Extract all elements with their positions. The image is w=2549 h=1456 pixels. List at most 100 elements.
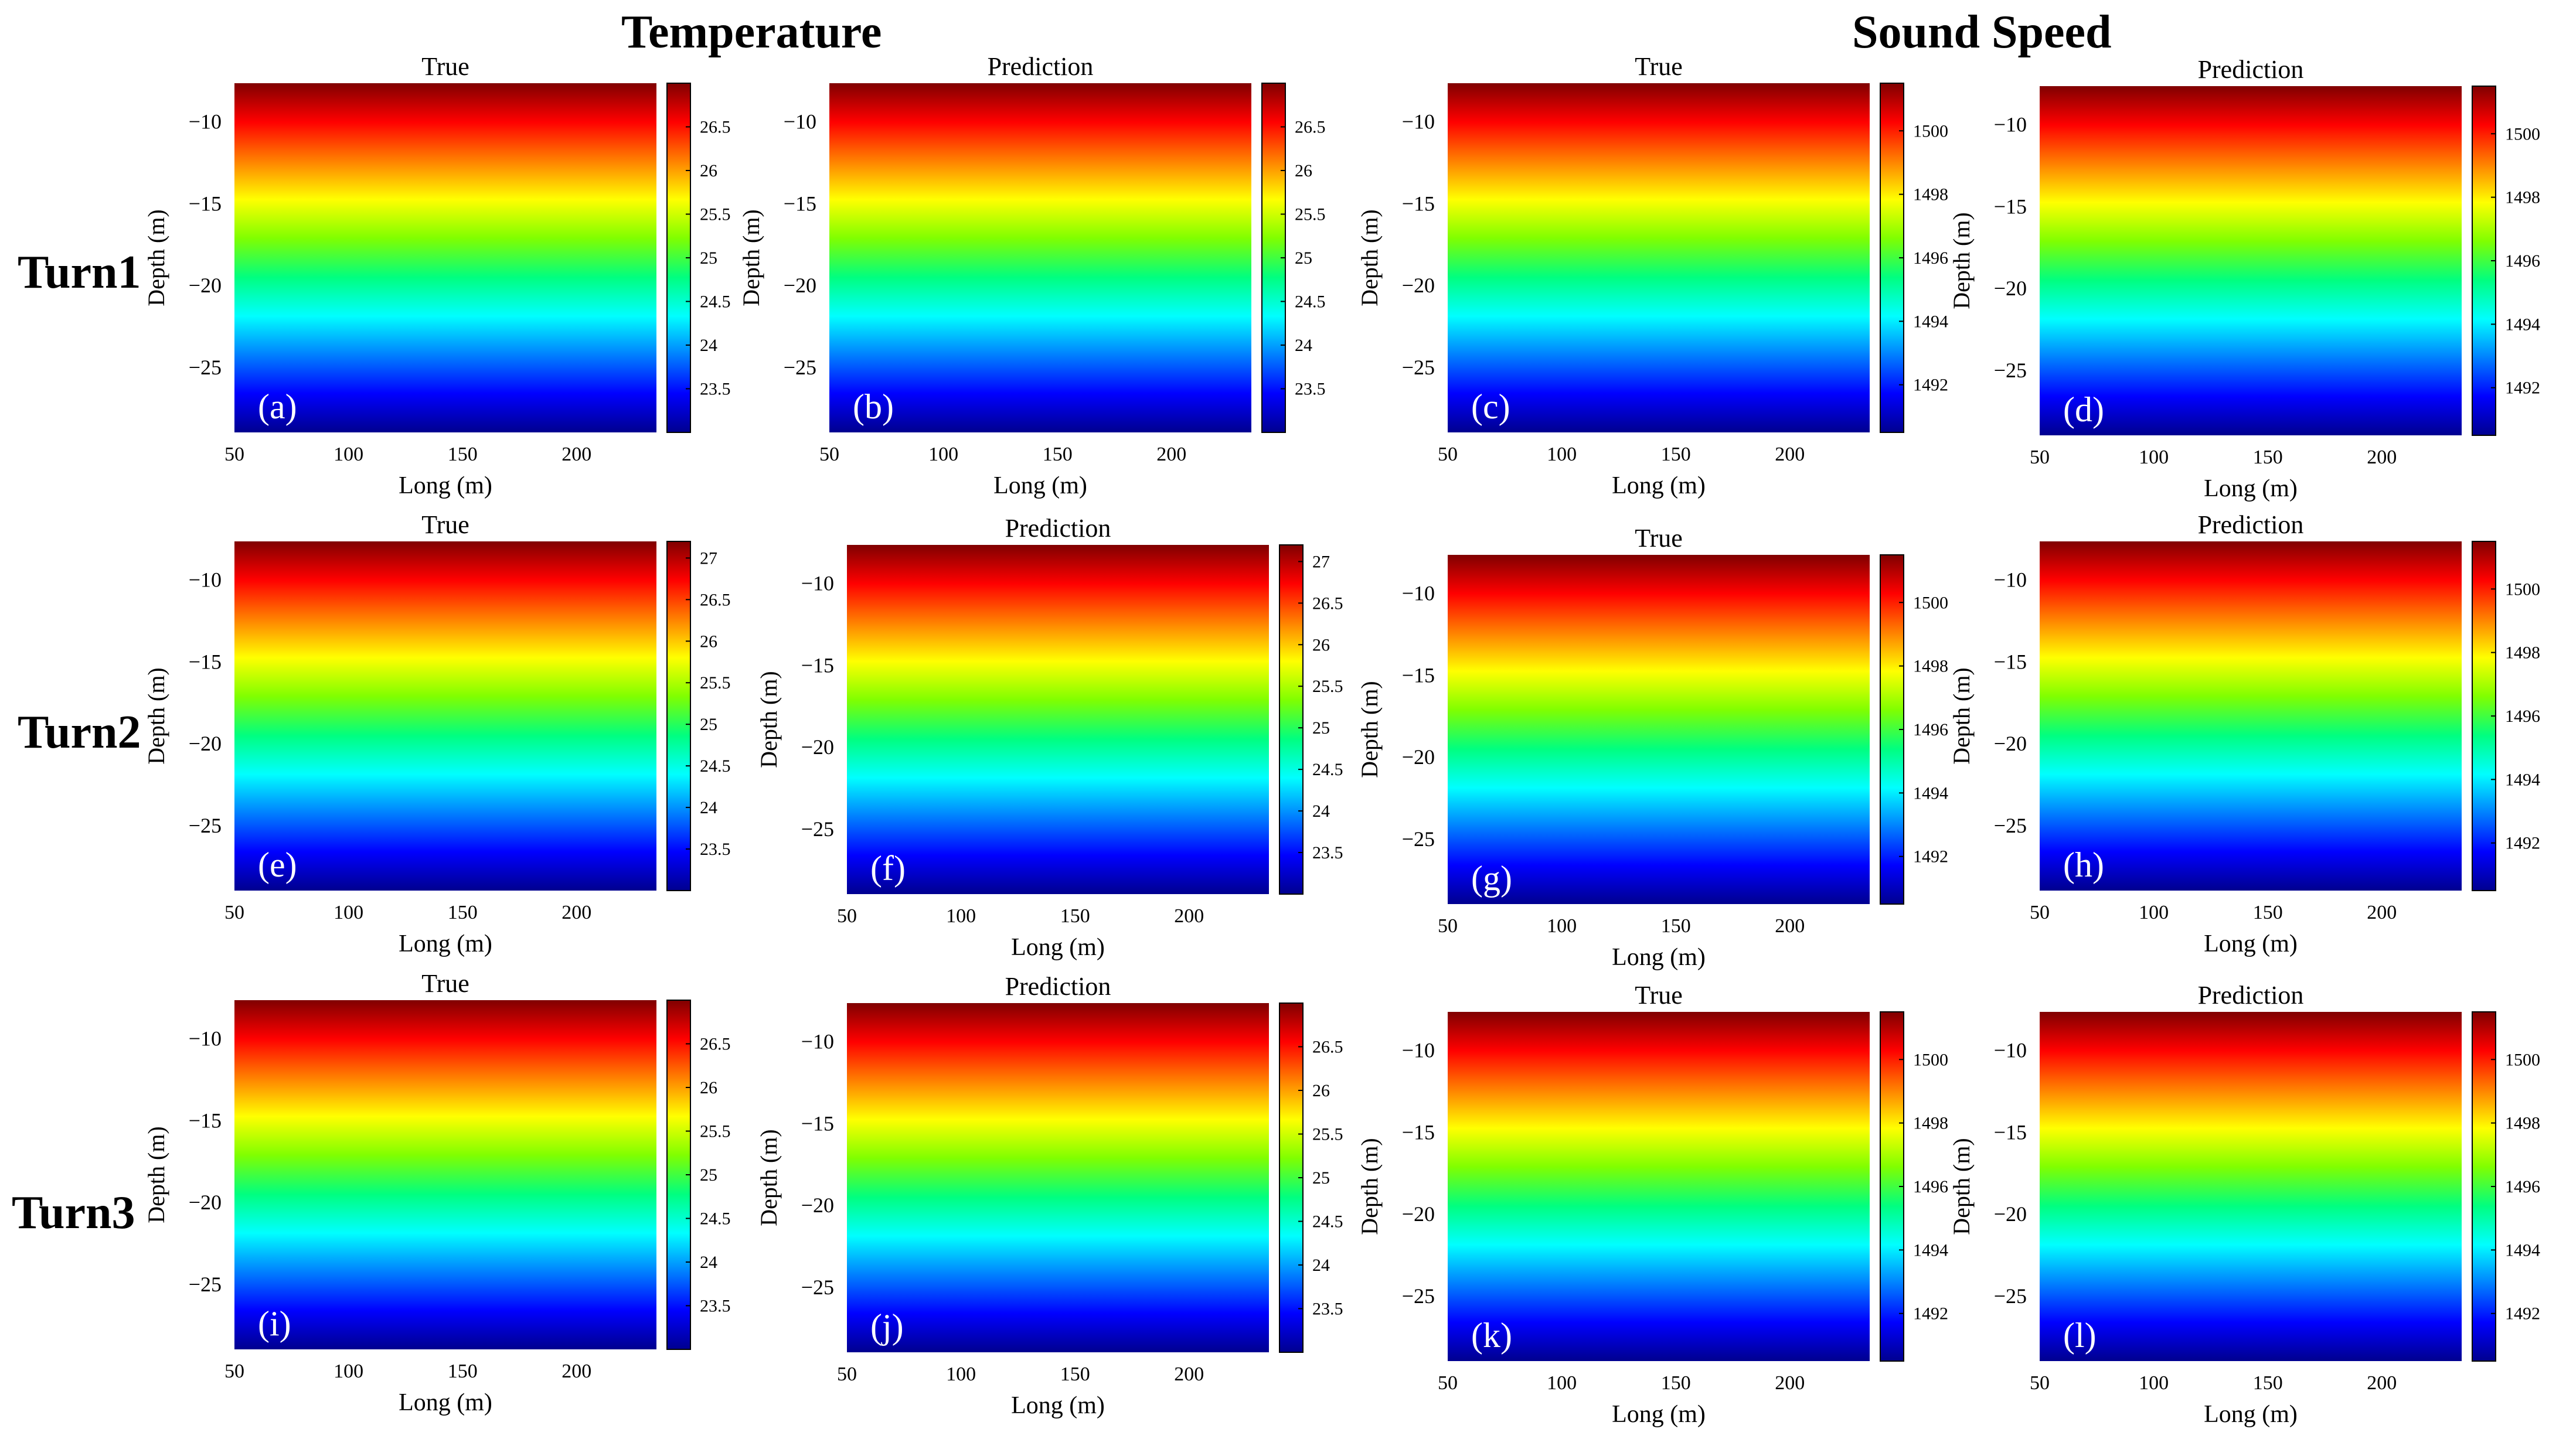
heatmap-c: True (c) −10 −15 −20 −25 50 100 150 200 Long (m) De… bbox=[1356, 52, 1948, 499]
heatmap-field bbox=[1448, 1012, 1870, 1361]
y-tick-label: −10 bbox=[189, 1027, 222, 1050]
x-tick-label: 150 bbox=[1661, 444, 1691, 465]
y-axis-label: Depth (m) bbox=[755, 1129, 782, 1226]
colorbar-tick-label: 26 bbox=[700, 632, 717, 651]
x-axis-label: Long (m) bbox=[1612, 944, 1706, 971]
heatmap-i: True (i) −10 −15 −20 −25 50 100 150 200 Long (m) De… bbox=[143, 969, 731, 1416]
colorbar-tick-label: 26.5 bbox=[1312, 594, 1343, 613]
colorbar-tick-label: 1496 bbox=[2505, 251, 2540, 271]
row-label-turn1: Turn1 bbox=[18, 247, 141, 298]
y-tick-label: −15 bbox=[189, 192, 222, 215]
colorbar-tick-label: 1496 bbox=[1913, 1177, 1948, 1196]
panel-label: (f) bbox=[870, 849, 906, 888]
x-tick-label: 50 bbox=[837, 905, 857, 927]
y-axis-label: Depth (m) bbox=[755, 671, 782, 768]
y-tick-label: −25 bbox=[1402, 1284, 1435, 1308]
x-axis-label: Long (m) bbox=[993, 472, 1087, 499]
panel-title: True bbox=[421, 52, 469, 81]
y-tick-label: −25 bbox=[801, 817, 834, 841]
panel-label: (a) bbox=[258, 387, 297, 426]
x-tick-label: 100 bbox=[946, 1363, 976, 1385]
x-tick-label: 200 bbox=[561, 902, 591, 923]
x-tick-label: 150 bbox=[448, 444, 478, 465]
panel-i: True (i) −10 −15 −20 −25 50 100 150 200 Long (m) De… bbox=[135, 964, 731, 1444]
heatmap-e: True (e) −10 −15 −20 −25 50 100 150 200 Long (m) De… bbox=[143, 510, 731, 957]
heatmap-field bbox=[2040, 1012, 2462, 1361]
colorbar-tick-label: 1492 bbox=[1913, 1304, 1948, 1324]
panel-g: True (g) −10 −15 −20 −25 50 100 150 200 Long (m) De… bbox=[1348, 519, 1948, 999]
x-tick-label: 50 bbox=[1438, 444, 1458, 465]
y-tick-label: −10 bbox=[1402, 581, 1435, 605]
y-tick-label: −20 bbox=[1994, 732, 2027, 755]
y-axis-label: Depth (m) bbox=[143, 1126, 169, 1223]
panel-title: Prediction bbox=[1005, 514, 1111, 543]
x-tick-label: 150 bbox=[1661, 1372, 1691, 1394]
panel-title: True bbox=[1635, 981, 1683, 1010]
y-tick-label: −15 bbox=[189, 650, 222, 673]
y-tick-label: −15 bbox=[189, 1109, 222, 1132]
colorbar-tick-label: 1494 bbox=[1913, 312, 1948, 331]
colorbar-tick-label: 1496 bbox=[1913, 720, 1948, 739]
y-tick-label: −25 bbox=[784, 356, 816, 379]
panel-label: (e) bbox=[258, 845, 297, 884]
y-tick-label: −15 bbox=[801, 1111, 834, 1135]
colorbar-tick-label: 26.5 bbox=[700, 118, 731, 137]
y-tick-label: −25 bbox=[1402, 827, 1435, 851]
y-tick-label: −15 bbox=[1402, 1120, 1435, 1144]
x-tick-label: 50 bbox=[819, 444, 839, 465]
colorbar-tick-label: 1500 bbox=[2505, 1050, 2540, 1069]
panel-title: True bbox=[1635, 524, 1683, 553]
colorbar-tick-label: 1500 bbox=[1913, 121, 1948, 141]
y-axis-label: Depth (m) bbox=[143, 209, 169, 306]
colorbar-tick-label: 1496 bbox=[2505, 707, 2540, 726]
colorbar-tick-label: 1496 bbox=[2505, 1177, 2540, 1196]
x-tick-label: 100 bbox=[333, 444, 363, 465]
y-tick-label: −15 bbox=[1994, 650, 2027, 673]
colorbar-tick-label: 27 bbox=[700, 548, 717, 568]
colorbar-tick-label: 1500 bbox=[2505, 124, 2540, 144]
x-tick-label: 200 bbox=[1775, 1372, 1805, 1394]
y-axis-label: Depth (m) bbox=[143, 667, 169, 765]
x-tick-label: 200 bbox=[1174, 1363, 1204, 1385]
y-tick-label: −20 bbox=[1994, 1202, 2027, 1226]
heatmap-field bbox=[847, 545, 1269, 894]
row-label-turn3: Turn3 bbox=[12, 1187, 135, 1239]
x-axis-label: Long (m) bbox=[2204, 475, 2298, 502]
colorbar-tick-label: 25.5 bbox=[1312, 1125, 1343, 1144]
colorbar-tick-label: 23.5 bbox=[1312, 843, 1343, 862]
heatmap-field bbox=[234, 541, 656, 891]
colorbar-tick-label: 26 bbox=[700, 1078, 717, 1097]
y-tick-label: −25 bbox=[189, 814, 222, 837]
x-tick-label: 100 bbox=[2139, 1372, 2169, 1394]
colorbar-tick-label: 26.5 bbox=[700, 590, 731, 609]
x-tick-label: 200 bbox=[561, 444, 591, 465]
colorbar-tick-label: 25 bbox=[1295, 248, 1312, 268]
colorbar-tick-label: 23.5 bbox=[700, 380, 731, 399]
heatmap-field bbox=[847, 1003, 1269, 1352]
panel-title: Prediction bbox=[1005, 972, 1111, 1001]
colorbar-tick-label: 25.5 bbox=[700, 673, 731, 693]
x-tick-label: 200 bbox=[1174, 905, 1204, 927]
heatmap-k: True (k) −10 −15 −20 −25 50 100 150 200 Long (m) De… bbox=[1356, 981, 1948, 1428]
colorbar-tick-label: 1500 bbox=[1913, 1050, 1948, 1069]
colorbar-tick-label: 1492 bbox=[2505, 1304, 2540, 1324]
y-tick-label: −10 bbox=[1402, 110, 1435, 133]
x-axis-label: Long (m) bbox=[399, 930, 492, 957]
y-tick-label: −10 bbox=[189, 110, 222, 133]
x-tick-label: 50 bbox=[2030, 1372, 2050, 1394]
heatmap-field bbox=[2040, 86, 2462, 435]
x-tick-label: 200 bbox=[1156, 444, 1186, 465]
colorbar-tick-label: 1498 bbox=[2505, 1114, 2540, 1133]
colorbar-tick-label: 25 bbox=[1312, 1168, 1330, 1188]
x-tick-label: 150 bbox=[1060, 1363, 1090, 1385]
y-tick-label: −20 bbox=[801, 735, 834, 759]
colorbar-tick-label: 24.5 bbox=[700, 756, 731, 776]
colorbar-tick-label: 1492 bbox=[2505, 379, 2540, 398]
panel-title: True bbox=[1635, 52, 1683, 81]
x-tick-label: 50 bbox=[224, 1360, 244, 1382]
panel-j: Prediction (j) −10 −15 −20 −25 50 100 150 200 Long… bbox=[747, 967, 1343, 1447]
x-tick-label: 150 bbox=[1661, 915, 1691, 937]
colorbar-tick-label: 26.5 bbox=[1312, 1038, 1343, 1057]
x-tick-label: 50 bbox=[1438, 915, 1458, 937]
